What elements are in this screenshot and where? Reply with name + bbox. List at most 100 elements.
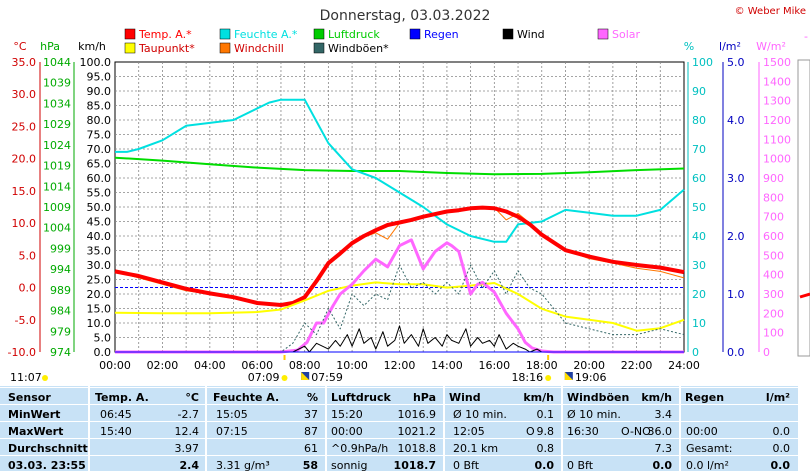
summary-row-line (0, 438, 810, 439)
tick-label-pressure: 1024 (43, 139, 71, 152)
summary-row-label: MaxWert (8, 425, 64, 438)
time-marker-label: 11:07 (10, 371, 42, 384)
summary-humidity-time: 3.31 g/m³ (216, 459, 270, 472)
tick-label-solar: 500 (763, 249, 784, 262)
legend-swatch (313, 42, 325, 54)
tick-label-wind: 65.0 (87, 158, 112, 171)
legend-label: Feuchte A.* (234, 28, 298, 41)
axis-unit-labels: °C hPa km/h% l/m² W/m² (13, 40, 785, 53)
summary-gust-label: 16:30 (567, 425, 599, 438)
summary-header-pressure-unit: hPa (412, 391, 436, 404)
tick-label-pressure: 989 (50, 284, 71, 297)
tick-label-temp: -10.0 (8, 346, 36, 359)
summary-gust-value: 7.3 (654, 442, 673, 455)
tick-label-wind: 0.0 (94, 346, 112, 359)
summary-header-wind: Wind (449, 391, 481, 404)
tick-label-temp: 30.0 (12, 88, 37, 101)
tick-label-solar: 1100 (763, 133, 791, 146)
summary-wind-value: 0.1 (536, 408, 555, 421)
summary-header-gust: Windböen (567, 391, 630, 404)
tick-label-humidity: 10 (692, 317, 706, 330)
tick-label-solar: 0 (763, 346, 770, 359)
summary-row-label: Durchschnitt (8, 442, 88, 455)
legend-swatch (219, 28, 231, 40)
tick-label-wind: 50.0 (87, 201, 112, 214)
summary-separator (325, 386, 327, 471)
axis-unit-humidity: % (684, 40, 694, 53)
axis-unit-pressure: hPa (40, 40, 60, 53)
legend-label: Solar (612, 28, 641, 41)
tick-label-wind: 30.0 (87, 259, 112, 272)
summary-header-temp-unit: °C (185, 391, 199, 404)
summary-pressure-time: ^0.9hPa/h (331, 442, 389, 455)
tick-label-wind: 60.0 (87, 172, 112, 185)
tick-label-wind: 20.0 (87, 288, 112, 301)
tick-label-pressure: 1009 (43, 201, 71, 214)
summary-humidity-value: 58 (302, 459, 318, 472)
summary-wind-direction: O (526, 425, 535, 438)
tick-label-wind: 75.0 (87, 129, 112, 142)
summary-rain-value: 0.0 (772, 425, 791, 438)
cut-off-side-chart: - (797, 30, 810, 357)
tick-label-humidity: 0 (692, 346, 699, 359)
tick-label-pressure: 1014 (43, 180, 71, 193)
legend-label: Windchill (234, 42, 284, 55)
x-tick-label: 08:00 (289, 359, 321, 372)
tick-label-temp: 25.0 (12, 120, 37, 133)
tick-label-rain: 1.0 (727, 288, 745, 301)
summary-wind-label: Ø 10 min. (453, 408, 507, 421)
cut-off-panel (798, 386, 810, 471)
summary-header-wind-unit: km/h (523, 391, 554, 404)
tick-label-humidity: 100 (692, 56, 713, 69)
legend-label: Windböen* (328, 42, 389, 55)
time-marker-label: 07:59 (311, 371, 343, 384)
moon-icon-fill (564, 372, 573, 380)
tick-label-solar: 800 (763, 191, 784, 204)
tick-label-solar: 1000 (763, 153, 791, 166)
summary-temp-value: 2.4 (179, 459, 200, 472)
tick-label-temp: 0.0 (19, 282, 37, 295)
summary-separator (561, 386, 563, 471)
tick-label-humidity: 80 (692, 114, 706, 127)
summary-header-humidity-unit: % (306, 391, 318, 404)
legend-swatch (597, 28, 609, 40)
sun-icon (545, 375, 552, 381)
summary-row-line (0, 387, 810, 388)
tick-label-wind: 90.0 (87, 85, 112, 98)
summary-wind-label: 12:05 (453, 425, 485, 438)
summary-rain-label: Gesamt: (686, 442, 733, 455)
time-markers: 11:07 07:09 07:59 18:16 19:06 (10, 355, 607, 384)
summary-humidity-time: 15:05 (216, 408, 248, 421)
tick-label-temp: 20.0 (12, 153, 37, 166)
series-wind (115, 325, 684, 353)
cut-off-tick: - (804, 30, 808, 43)
legend-label: Wind (517, 28, 545, 41)
summary-pressure-time: sonnig (331, 459, 368, 472)
summary-temp-value: 3.97 (174, 442, 200, 455)
tick-label-humidity: 50 (692, 201, 706, 214)
summary-gust-value: 3.4 (654, 408, 673, 421)
time-marker-label: 19:06 (575, 371, 607, 384)
tick-label-humidity: 70 (692, 143, 706, 156)
summary-row-label: MinWert (8, 408, 61, 421)
summary-separator (679, 386, 681, 471)
legend-swatch (124, 42, 136, 54)
tick-label-temp: 15.0 (12, 185, 37, 198)
sun-icon (42, 375, 48, 381)
summary-table: Sensor Temp. A. °C Feuchte A.% Luftdruck hPa W… (0, 386, 810, 472)
summary-gust-value: 0.0 (652, 459, 673, 472)
tick-label-solar: 1200 (763, 114, 791, 127)
summary-pressure-value: 1018.8 (397, 442, 437, 455)
tick-label-temp: 5.0 (19, 249, 37, 262)
summary-gust-label: Ø 10 min. (567, 408, 621, 421)
time-marker-label: 07:09 (248, 371, 280, 384)
legend-label: Luftdruck (328, 28, 380, 41)
series-taupunkt (114, 281, 685, 332)
tick-label-wind: 55.0 (87, 187, 112, 200)
series-feuchte-a (115, 98, 685, 243)
summary-row-line (0, 421, 810, 422)
summary-row-label: 03.03. 23:55 (8, 459, 86, 472)
summary-wind-label: 0 Bft (453, 459, 480, 472)
tick-label-wind: 100.0 (80, 56, 112, 69)
